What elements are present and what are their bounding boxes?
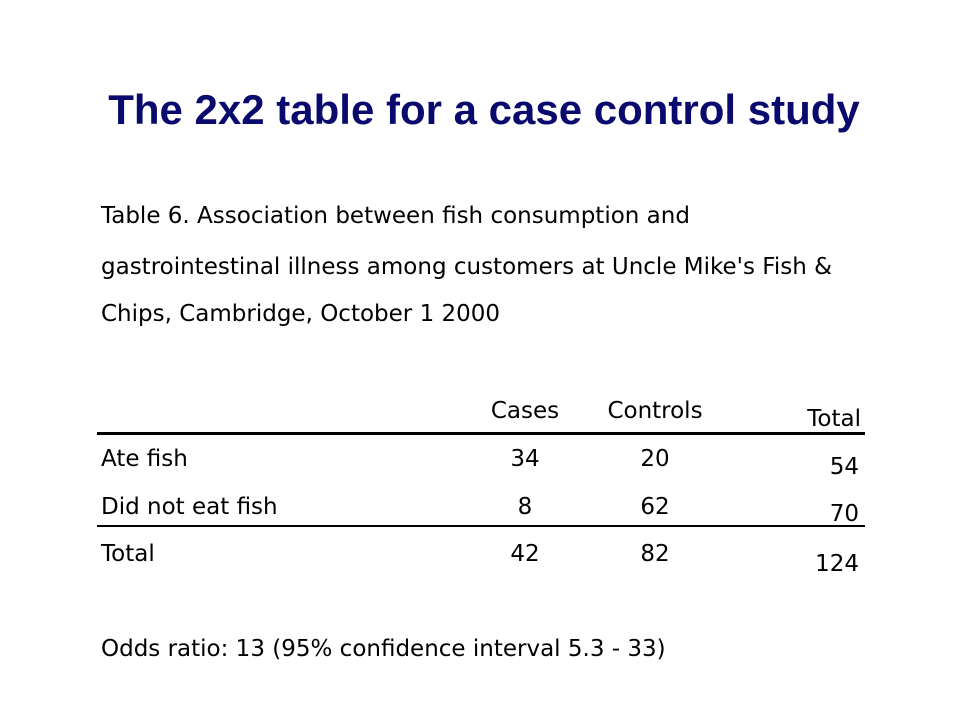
table-caption-line-1: Table 6. Association between fish consum… [101, 203, 690, 229]
table-top-rule [97, 432, 865, 435]
row-label-ate-fish: Ate fish [101, 446, 188, 472]
table-caption-line-2: gastrointestinal illness among customers… [101, 254, 833, 280]
header-cases: Cases [490, 398, 560, 424]
header-controls: Controls [607, 398, 703, 424]
row-label-total: Total [101, 541, 155, 567]
table-caption-line-3: Chips, Cambridge, October 1 2000 [101, 301, 501, 327]
cell-total-controls: 82 [640, 541, 670, 567]
cell-total-total: 124 [815, 551, 859, 577]
cell-did-not-eat-fish-total: 70 [829, 501, 859, 527]
slide-title: The 2x2 table for a case control study [108, 86, 860, 133]
cell-ate-fish-controls: 20 [640, 446, 670, 472]
cell-did-not-eat-fish-cases: 8 [517, 494, 533, 520]
header-total: Total [807, 406, 861, 432]
cell-ate-fish-cases: 34 [510, 446, 540, 472]
table-middle-rule [97, 525, 865, 527]
cell-did-not-eat-fish-controls: 62 [640, 494, 670, 520]
cell-total-cases: 42 [510, 541, 540, 567]
odds-ratio-note: Odds ratio: 13 (95% confidence interval … [101, 636, 666, 662]
row-label-did-not-eat-fish: Did not eat fish [101, 494, 278, 520]
cell-ate-fish-total: 54 [829, 454, 859, 480]
